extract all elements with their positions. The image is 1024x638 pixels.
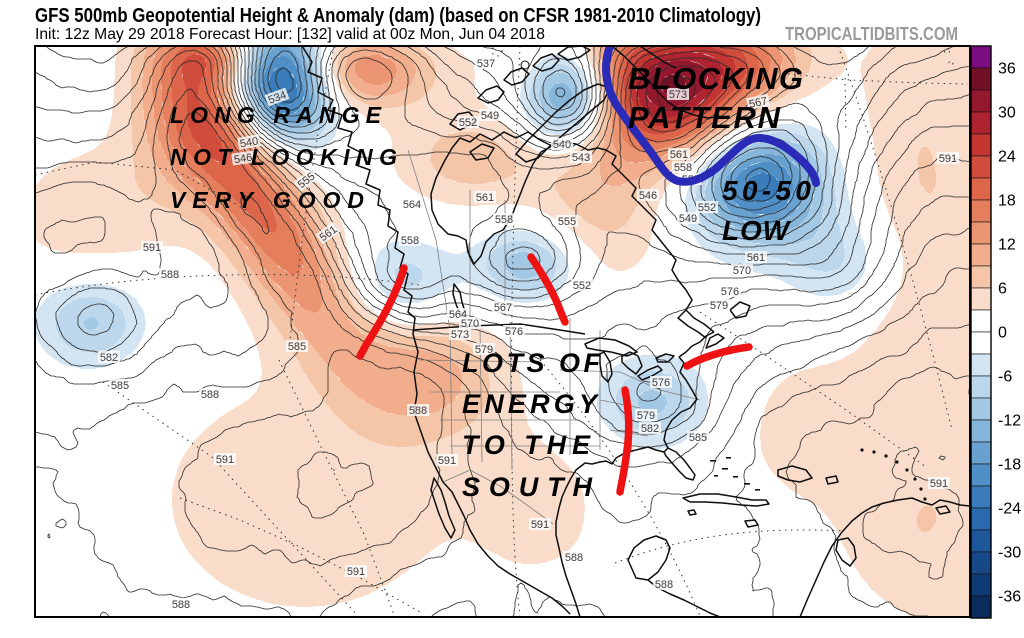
svg-text:546: 546	[233, 152, 253, 166]
svg-text:-30: -30	[998, 545, 1021, 562]
svg-text:0: 0	[998, 325, 1007, 342]
svg-text:585: 585	[689, 432, 707, 444]
svg-text:534: 534	[267, 89, 288, 107]
svg-text:552: 552	[698, 202, 716, 214]
svg-text:NOT LOOKING: NOT LOOKING	[170, 144, 397, 170]
svg-text:573: 573	[451, 329, 469, 341]
svg-text:588: 588	[161, 269, 179, 281]
svg-text:-18: -18	[998, 457, 1021, 474]
svg-text:537: 537	[477, 58, 495, 70]
svg-text:-6: -6	[998, 369, 1012, 386]
svg-text:540: 540	[239, 135, 259, 150]
svg-text:591: 591	[930, 478, 948, 490]
svg-text:6: 6	[998, 281, 1007, 298]
svg-text:588: 588	[409, 405, 427, 417]
svg-text:567: 567	[748, 95, 768, 111]
svg-text:579: 579	[475, 344, 493, 356]
svg-text:573: 573	[669, 89, 687, 101]
svg-text:588: 588	[201, 389, 219, 401]
svg-text:PATTERN: PATTERN	[628, 100, 781, 135]
svg-text:TROPICALTIDBITS.COM: TROPICALTIDBITS.COM	[785, 24, 958, 44]
svg-text:-24: -24	[998, 501, 1021, 518]
svg-text:588: 588	[172, 599, 190, 611]
svg-text:555: 555	[558, 216, 576, 228]
svg-text:579: 579	[637, 410, 655, 422]
svg-text:12: 12	[998, 237, 1016, 254]
svg-text:558: 558	[401, 235, 419, 247]
svg-text:546: 546	[639, 190, 657, 202]
svg-text:-12: -12	[998, 413, 1021, 430]
svg-text:BLOCKING: BLOCKING	[628, 61, 803, 96]
svg-text:585: 585	[288, 341, 306, 353]
svg-text:576: 576	[505, 326, 523, 338]
svg-text:540: 540	[553, 139, 571, 151]
svg-text:36: 36	[998, 61, 1016, 78]
svg-text:561: 561	[670, 149, 688, 161]
svg-text:570: 570	[733, 265, 751, 277]
svg-text:558: 558	[674, 162, 692, 174]
svg-text:GFS 500mb Geopotential Height: GFS 500mb Geopotential Height & Anomaly …	[35, 5, 761, 27]
svg-text:570: 570	[461, 318, 479, 330]
svg-text:Init: 12z May 29 2018 Foreca: Init: 12z May 29 2018 Forecast Hour: [13…	[35, 26, 545, 43]
svg-text:50-50: 50-50	[722, 175, 811, 206]
svg-text:561: 561	[747, 252, 765, 264]
svg-text:18: 18	[998, 193, 1016, 210]
svg-text:591: 591	[438, 455, 456, 467]
svg-text:591: 591	[216, 454, 234, 466]
svg-text:576: 576	[721, 286, 739, 298]
svg-text:591: 591	[939, 153, 957, 165]
svg-text:588: 588	[565, 552, 583, 564]
svg-text:585: 585	[111, 380, 129, 392]
svg-text:564: 564	[403, 199, 421, 211]
svg-text:552: 552	[573, 280, 591, 292]
svg-text:558: 558	[495, 214, 513, 226]
svg-text:-36: -36	[998, 589, 1021, 606]
svg-text:591: 591	[531, 519, 549, 531]
svg-text:579: 579	[710, 300, 728, 312]
svg-text:LONG RANGE: LONG RANGE	[170, 102, 382, 128]
svg-text:552: 552	[459, 117, 477, 129]
svg-text:30: 30	[998, 105, 1016, 122]
svg-text:LOTS OF: LOTS OF	[462, 348, 602, 378]
svg-text:LOW: LOW	[722, 215, 792, 246]
svg-text:549: 549	[679, 213, 697, 225]
svg-text:582: 582	[641, 423, 659, 435]
svg-text:591: 591	[143, 242, 161, 254]
svg-text:588: 588	[655, 579, 673, 591]
svg-text:591: 591	[347, 566, 365, 578]
svg-text:549: 549	[481, 110, 499, 122]
svg-text:582: 582	[100, 352, 118, 364]
svg-text:24: 24	[998, 149, 1016, 166]
svg-text:561: 561	[476, 192, 494, 204]
svg-text:567: 567	[494, 302, 512, 314]
svg-text:576: 576	[652, 377, 670, 389]
svg-text:543: 543	[572, 152, 590, 164]
